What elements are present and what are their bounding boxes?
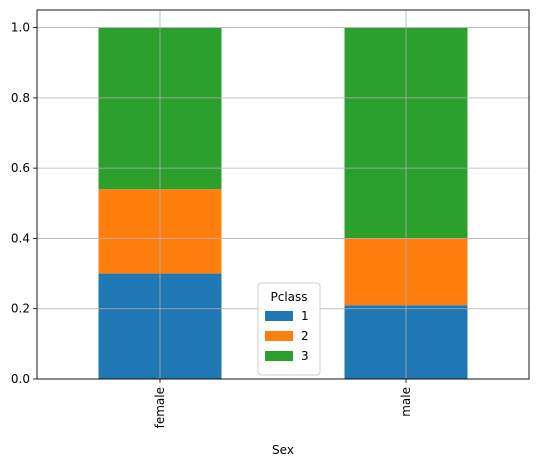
y-tick-label: 0.2 xyxy=(11,302,30,316)
legend-label: 3 xyxy=(301,349,309,363)
y-tick-label: 1.0 xyxy=(11,21,30,35)
y-tick-label: 0.8 xyxy=(11,91,30,105)
x-tick-label: female xyxy=(153,387,167,428)
y-axis: 0.0 0.2 0.4 0.6 0.8 1.0 xyxy=(11,21,37,386)
x-tick-label: male xyxy=(399,387,413,417)
legend-entries: 1 2 3 xyxy=(265,309,309,363)
y-tick-label: 0.6 xyxy=(11,161,30,175)
y-tick-label: 0.4 xyxy=(11,231,30,245)
legend-title: Pclass xyxy=(270,290,307,304)
legend-swatch xyxy=(265,331,293,341)
legend-label: 2 xyxy=(301,329,309,343)
x-axis-title: Sex xyxy=(272,443,294,457)
y-tick-label: 0.0 xyxy=(11,372,30,386)
legend-swatch xyxy=(265,311,293,321)
legend: Pclass 1 2 3 xyxy=(257,282,321,376)
x-axis: female male xyxy=(153,379,413,428)
legend-label: 1 xyxy=(301,309,309,323)
legend-swatch xyxy=(265,351,293,361)
plot-frame xyxy=(36,9,530,380)
